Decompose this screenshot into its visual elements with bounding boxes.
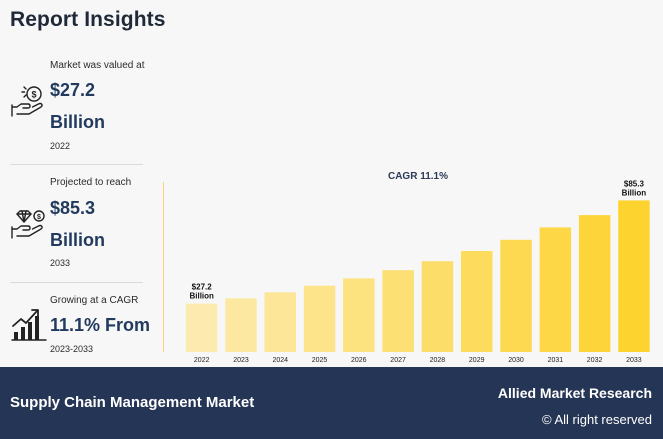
stat-unit: Billion: [50, 112, 105, 132]
bar-2027: [382, 270, 414, 352]
footer-banner: Supply Chain Management Market Allied Ma…: [0, 367, 663, 439]
stat-year: 2022: [50, 141, 71, 151]
divider: [10, 282, 143, 283]
market-name: Supply Chain Management Market: [10, 394, 255, 411]
bar-2032: [578, 215, 611, 352]
bar-2023: [225, 298, 257, 352]
rights-text: © All right reserved: [541, 412, 652, 427]
money-hand-icon: $: [11, 86, 43, 117]
divider: [10, 164, 143, 165]
x-tick-label: 2030: [508, 357, 524, 364]
stat-label: Growing at a CAGR: [50, 295, 139, 306]
stat-value: 11.1% From: [50, 315, 151, 335]
bar-2024: [264, 292, 296, 352]
x-tick-label: 2026: [351, 357, 367, 364]
x-tick-label: 2032: [587, 357, 603, 364]
data-label-2033: Billion: [622, 188, 647, 197]
diamond-hand-icon: $: [11, 210, 45, 239]
x-tick-label: 2028: [430, 357, 446, 364]
bar-2033: [618, 200, 650, 352]
data-label-2022: Billion: [189, 292, 214, 301]
stat-market-value: $ Market was valued at $27.2 Billion 202…: [10, 55, 145, 163]
chart-title: CAGR 11.1%: [388, 171, 448, 182]
data-label-2022: $27.2: [192, 283, 213, 292]
stat-value: $27.2: [50, 80, 96, 100]
stat-year: 2033: [50, 258, 71, 268]
bar-2025: [303, 285, 336, 352]
svg-text:$: $: [37, 214, 41, 221]
bar-2022: [185, 303, 218, 352]
brand-name: Allied Market Research: [497, 385, 652, 401]
x-tick-label: 2033: [626, 357, 642, 364]
x-tick-label: 2024: [273, 357, 289, 364]
x-tick-label: 2027: [390, 357, 406, 364]
stat-label: Market was valued at: [50, 60, 145, 71]
bar-2028: [421, 261, 454, 352]
stat-label: Projected to reach: [50, 177, 132, 188]
x-tick-label: 2029: [469, 357, 485, 364]
stat-year: 2023-2033: [50, 344, 94, 354]
svg-text:$: $: [31, 90, 36, 100]
growth-chart-icon: [11, 309, 47, 341]
data-label-2033: $85.3: [624, 179, 645, 188]
bar-2031: [539, 227, 572, 352]
x-tick-label: 2025: [312, 357, 328, 364]
bar-2030: [500, 239, 532, 352]
bar-2029: [461, 251, 493, 352]
stat-unit: Billion: [50, 230, 105, 250]
stat-projected-value: $ Projected to reach $85.3 Billion 2033: [10, 172, 143, 280]
x-tick-label: 2022: [194, 357, 210, 364]
x-tick-label: 2031: [548, 357, 564, 364]
bar-2026: [343, 278, 375, 352]
stat-value: $85.3: [50, 198, 96, 218]
x-tick-label: 2023: [233, 357, 249, 364]
market-bar-chart: CAGR 11.1% 2022 2023 2024 2025 2026 2027 2028 2…: [163, 171, 655, 364]
page-title: Report Insights: [10, 8, 166, 31]
stat-cagr: Growing at a CAGR 11.1% From 2023-2033: [10, 290, 150, 362]
